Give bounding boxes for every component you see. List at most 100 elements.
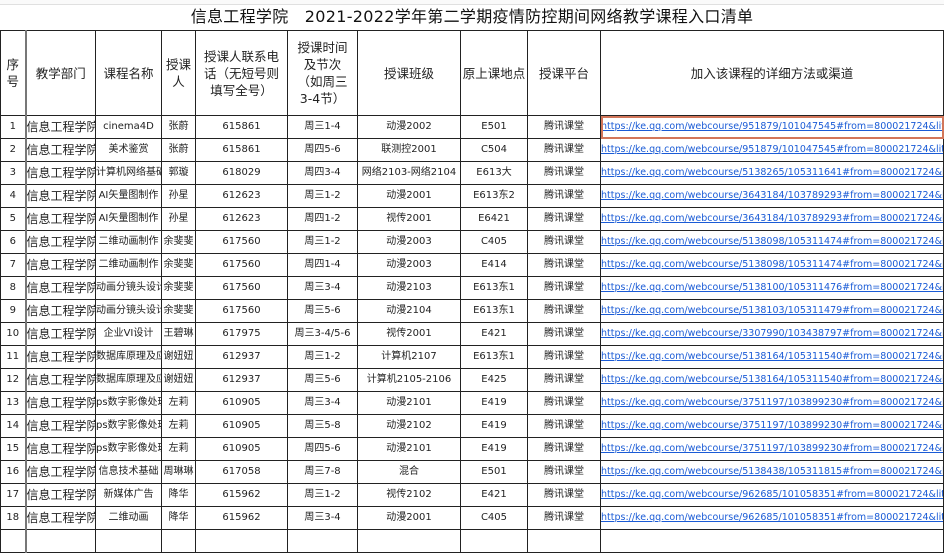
cell-teacher[interactable]: 张蔚 <box>161 115 196 139</box>
cell-location[interactable]: E6421 <box>460 207 528 231</box>
header-department[interactable]: 教学部门 <box>24 30 96 116</box>
cell-platform[interactable]: 腾讯课堂 <box>527 368 601 392</box>
course-link[interactable]: https://ke.qq.com/webcourse/3751197/1038… <box>601 420 943 431</box>
cell-teacher[interactable]: 余斐斐 <box>161 299 196 323</box>
cell-phone[interactable]: 610905 <box>195 414 288 438</box>
header-phone[interactable]: 授课人联系电话（无短号则填写全号） <box>195 30 288 116</box>
course-link[interactable]: https://ke.qq.com/webcourse/962685/10105… <box>601 512 944 523</box>
cell-time[interactable]: 周四1-2 <box>287 207 358 231</box>
cell-location[interactable]: E421 <box>460 483 528 507</box>
course-link[interactable]: https://ke.qq.com/webcourse/962685/10105… <box>601 489 944 500</box>
cell-department[interactable]: 信息工程学院 <box>24 253 96 277</box>
cell-join-link[interactable]: https://ke.qq.com/webcourse/5138265/1053… <box>600 161 944 185</box>
cell-row-index[interactable]: 7 <box>0 253 26 277</box>
cell-join-link[interactable]: https://ke.qq.com/webcourse/962685/10105… <box>600 483 944 507</box>
cell-time[interactable]: 周四1-4 <box>287 253 358 277</box>
cell-department[interactable]: 信息工程学院 <box>24 299 96 323</box>
course-link[interactable]: https://ke.qq.com/webcourse/5138438/1053… <box>601 466 943 477</box>
cell-location[interactable]: E613东1 <box>460 299 528 323</box>
cell-join-link[interactable]: https://ke.qq.com/webcourse/5138438/1053… <box>600 460 944 484</box>
cell-department[interactable]: 信息工程学院 <box>24 322 96 346</box>
cell-phone[interactable]: 615962 <box>195 483 288 507</box>
cell-phone[interactable]: 612937 <box>195 345 288 369</box>
cell-row-index[interactable]: 3 <box>0 161 26 185</box>
cell-platform[interactable]: 腾讯课堂 <box>527 115 601 139</box>
header-course-name[interactable]: 课程名称 <box>95 30 162 116</box>
cell-class[interactable]: 动漫2101 <box>357 437 461 461</box>
cell-department[interactable]: 信息工程学院 <box>24 115 96 139</box>
cell-class[interactable]: 视传2001 <box>357 322 461 346</box>
cell-platform[interactable]: 腾讯课堂 <box>527 322 601 346</box>
cell-join-link[interactable]: https://ke.qq.com/webcourse/5138103/1053… <box>600 299 944 323</box>
course-link[interactable]: https://ke.qq.com/webcourse/5138098/1053… <box>601 236 943 247</box>
cell-time[interactable]: 周三5-8 <box>287 414 358 438</box>
cell-join-link[interactable]: https://ke.qq.com/webcourse/3643184/1037… <box>600 184 944 208</box>
cell-course-name[interactable]: AI矢量图制作 <box>95 207 162 231</box>
cell-department[interactable]: 信息工程学院 <box>24 368 96 392</box>
cell-department[interactable]: 信息工程学院 <box>24 345 96 369</box>
cell-empty[interactable] <box>600 529 944 553</box>
cell-platform[interactable]: 腾讯课堂 <box>527 253 601 277</box>
cell-course-name[interactable]: cinema4D <box>95 115 162 139</box>
cell-teacher[interactable]: 余斐斐 <box>161 253 196 277</box>
header-time[interactable]: 授课时间及节次（如周三3-4节） <box>287 30 358 116</box>
cell-platform[interactable]: 腾讯课堂 <box>527 161 601 185</box>
cell-time[interactable]: 周三1-2 <box>287 230 358 254</box>
cell-join-link[interactable]: https://ke.qq.com/webcourse/5138164/1053… <box>600 345 944 369</box>
cell-join-link[interactable]: https://ke.qq.com/webcourse/5138098/1053… <box>600 253 944 277</box>
cell-row-index[interactable]: 10 <box>0 322 26 346</box>
cell-phone[interactable]: 617560 <box>195 299 288 323</box>
cell-platform[interactable]: 腾讯课堂 <box>527 230 601 254</box>
cell-time[interactable]: 周三7-8 <box>287 460 358 484</box>
cell-department[interactable]: 信息工程学院 <box>24 506 96 530</box>
course-link[interactable]: https://ke.qq.com/webcourse/5138100/1053… <box>601 282 943 293</box>
cell-department[interactable]: 信息工程学院 <box>24 460 96 484</box>
cell-row-index[interactable]: 1 <box>0 115 26 139</box>
cell-time[interactable]: 周四3-4 <box>287 161 358 185</box>
course-link[interactable]: https://ke.qq.com/webcourse/5138103/1053… <box>601 305 943 316</box>
course-link[interactable]: https://ke.qq.com/webcourse/3751197/1038… <box>601 443 943 454</box>
header-class[interactable]: 授课班级 <box>357 30 461 116</box>
header-platform[interactable]: 授课平台 <box>527 30 601 116</box>
cell-phone[interactable]: 617560 <box>195 230 288 254</box>
cell-class[interactable]: 计算机2107 <box>357 345 461 369</box>
header-index[interactable]: 序号 <box>0 30 26 116</box>
cell-empty[interactable] <box>0 529 26 553</box>
cell-phone[interactable]: 618029 <box>195 161 288 185</box>
cell-join-link[interactable]: https://ke.qq.com/webcourse/5138164/1053… <box>600 368 944 392</box>
cell-teacher[interactable]: 孙星 <box>161 184 196 208</box>
cell-platform[interactable]: 腾讯课堂 <box>527 506 601 530</box>
cell-teacher[interactable]: 左莉 <box>161 391 196 415</box>
cell-phone[interactable]: 617975 <box>195 322 288 346</box>
cell-phone[interactable]: 617560 <box>195 253 288 277</box>
cell-department[interactable]: 信息工程学院 <box>24 184 96 208</box>
cell-course-name[interactable]: ps数字影像处理 <box>95 414 162 438</box>
cell-time[interactable]: 周四5-6 <box>287 138 358 162</box>
cell-department[interactable]: 信息工程学院 <box>24 437 96 461</box>
cell-department[interactable]: 信息工程学院 <box>24 138 96 162</box>
cell-phone[interactable]: 615861 <box>195 115 288 139</box>
cell-course-name[interactable]: 新媒体广告 <box>95 483 162 507</box>
cell-row-index[interactable]: 9 <box>0 299 26 323</box>
cell-row-index[interactable]: 2 <box>0 138 26 162</box>
cell-platform[interactable]: 腾讯课堂 <box>527 184 601 208</box>
cell-teacher[interactable]: 降华 <box>161 506 196 530</box>
cell-teacher[interactable]: 谢妞妞 <box>161 345 196 369</box>
cell-class[interactable]: 视传2102 <box>357 483 461 507</box>
course-link[interactable]: https://ke.qq.com/webcourse/951879/10104… <box>601 144 944 155</box>
cell-class[interactable]: 网络2103-网络2104 <box>357 161 461 185</box>
cell-platform[interactable]: 腾讯课堂 <box>527 437 601 461</box>
cell-join-link[interactable]: https://ke.qq.com/webcourse/3751197/1038… <box>600 437 944 461</box>
cell-location[interactable]: E419 <box>460 437 528 461</box>
cell-time[interactable]: 周三1-2 <box>287 184 358 208</box>
cell-phone[interactable]: 610905 <box>195 437 288 461</box>
cell-location[interactable]: E414 <box>460 253 528 277</box>
cell-course-name[interactable]: AI矢量图制作 <box>95 184 162 208</box>
cell-course-name[interactable]: 数据库原理及应用 <box>95 368 162 392</box>
cell-empty[interactable] <box>195 529 288 553</box>
cell-class[interactable]: 动漫2003 <box>357 230 461 254</box>
cell-teacher[interactable]: 余斐斐 <box>161 230 196 254</box>
cell-department[interactable]: 信息工程学院 <box>24 414 96 438</box>
cell-teacher[interactable]: 谢妞妞 <box>161 368 196 392</box>
cell-platform[interactable]: 腾讯课堂 <box>527 207 601 231</box>
